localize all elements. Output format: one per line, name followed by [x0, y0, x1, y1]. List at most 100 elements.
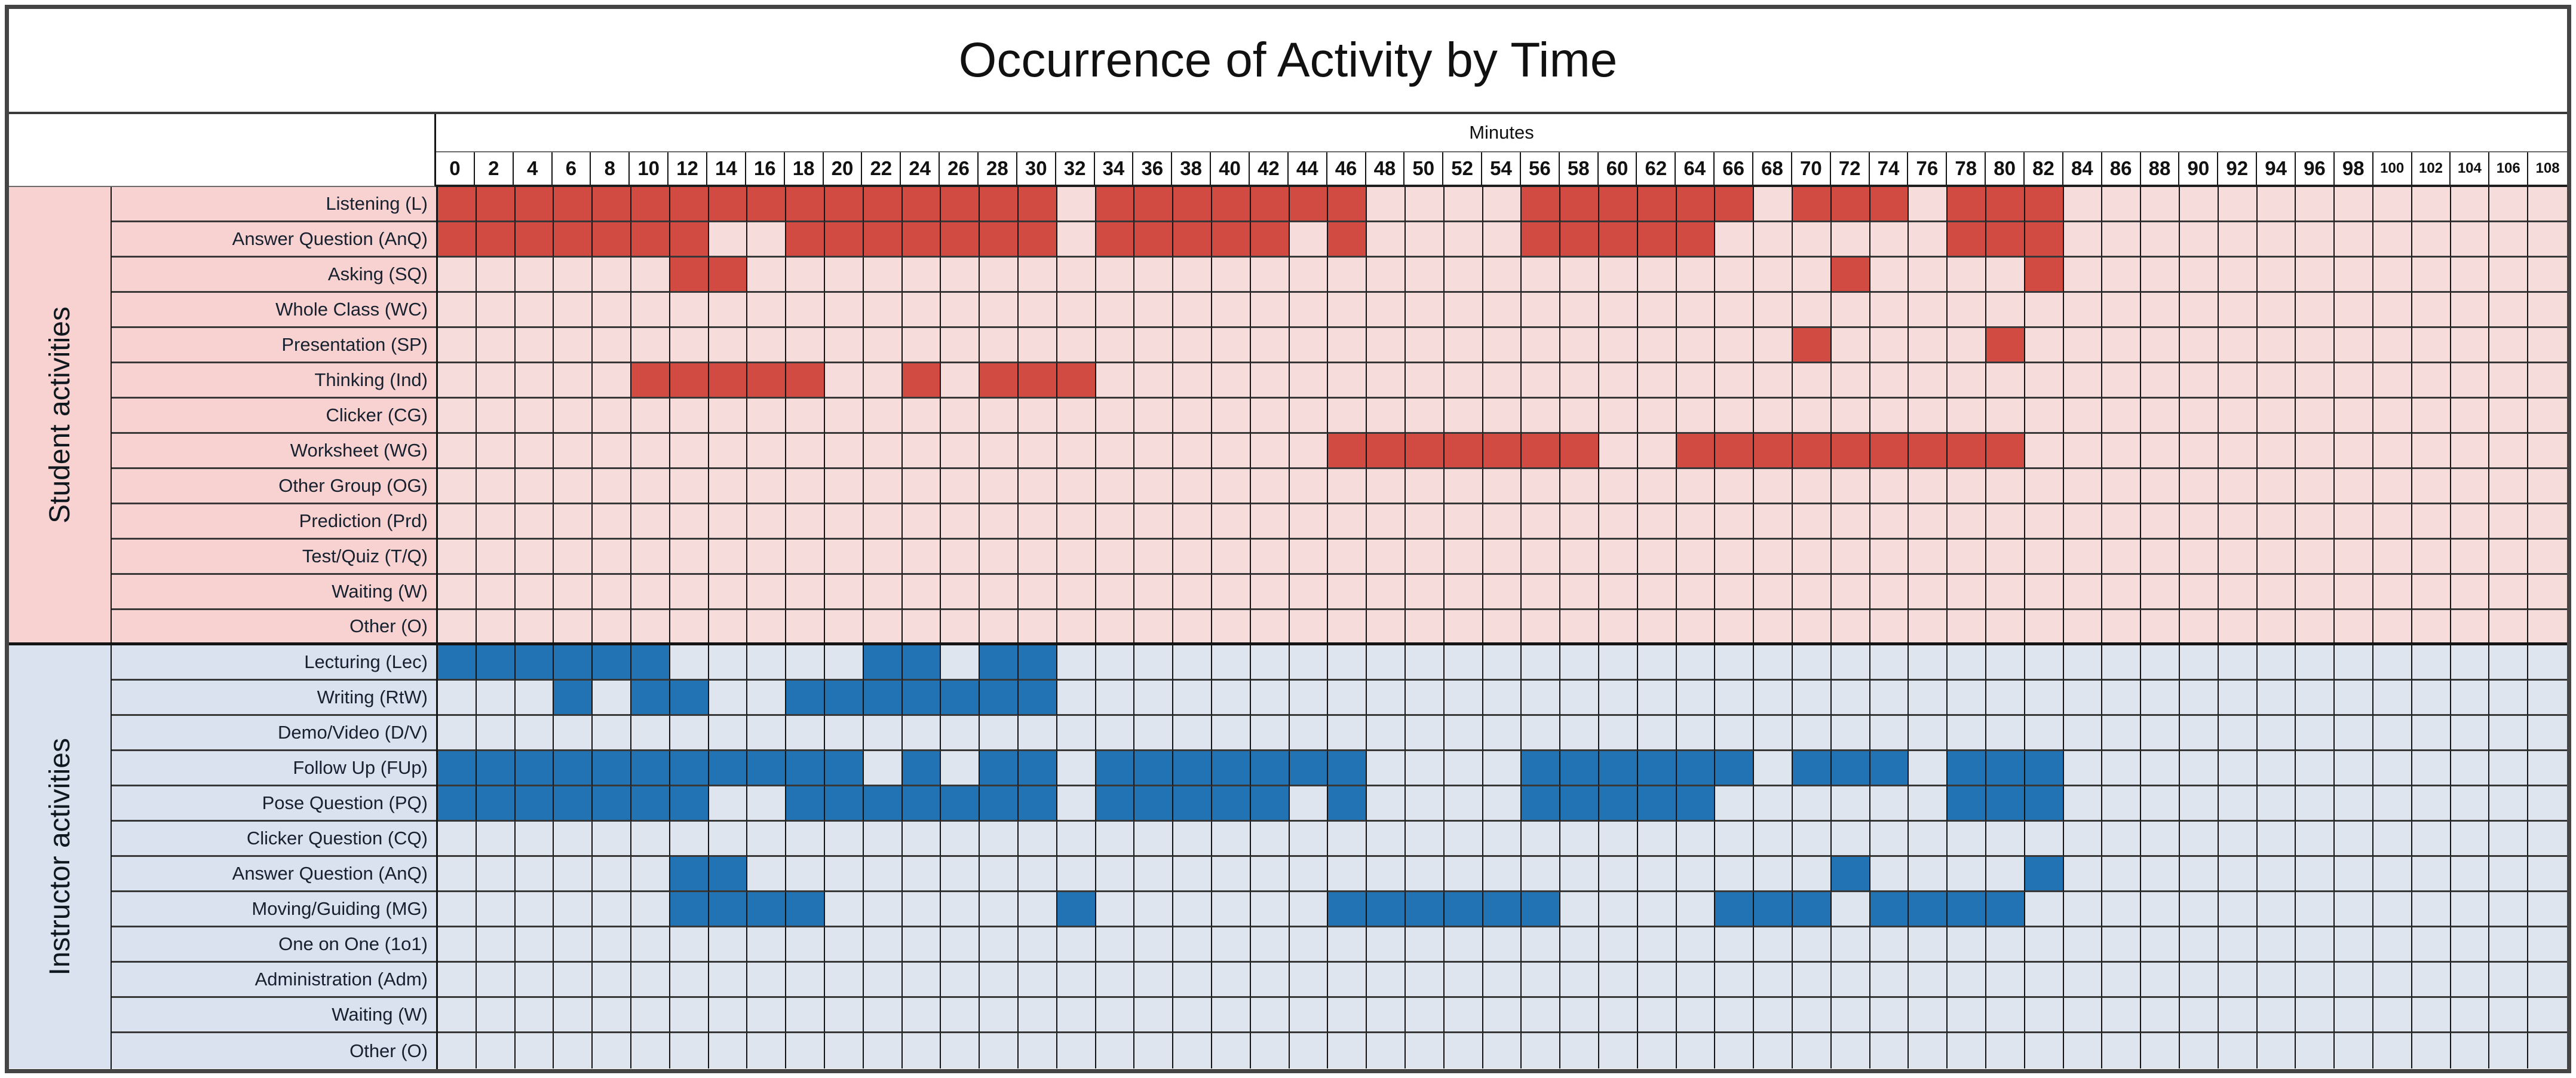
grid-cell-empty: [1637, 469, 1677, 504]
grid-cell-empty: [2528, 927, 2567, 963]
grid-cell-filled: [1173, 751, 1212, 786]
grid-cell-empty: [2141, 222, 2180, 258]
grid-cell-filled: [1444, 892, 1483, 927]
grid-cell-empty: [1948, 293, 1986, 328]
grid-cell-empty: [2489, 822, 2529, 857]
grid-cell-empty: [1096, 434, 1135, 469]
x-tick-label: 16: [746, 152, 785, 185]
grid-cell-empty: [2218, 751, 2258, 786]
grid-cell-empty: [1057, 857, 1096, 892]
grid-cell-empty: [2180, 399, 2219, 434]
grid-cell-empty: [786, 328, 825, 363]
grid-cell-empty: [438, 540, 477, 575]
grid-cell-empty: [1250, 1033, 1290, 1068]
grid-cell-empty: [2489, 751, 2529, 786]
grid-cell-empty: [2528, 998, 2567, 1033]
grid-cell-empty: [554, 328, 593, 363]
grid-cell-empty: [709, 610, 748, 645]
grid-cell-empty: [1948, 575, 1986, 610]
x-axis-ticks: 0 2 4 6 8 10 12 14 16 18 20 22 24 26 28 30 32 34 36 38 40 42 4…: [436, 152, 2567, 187]
grid-cell-empty: [593, 504, 631, 540]
grid-cell-empty: [1328, 293, 1367, 328]
grid-cell-filled: [902, 786, 942, 822]
grid-cell-empty: [1483, 363, 1522, 399]
grid-cell-empty: [631, 540, 670, 575]
grid-cell-empty: [1250, 927, 1290, 963]
grid-cell-empty: [1483, 822, 1522, 857]
grid-cell-empty: [1986, 716, 2025, 751]
grid-cell-empty: [1676, 927, 1716, 963]
grid-cell-empty: [2141, 892, 2180, 927]
grid-cell-empty: [1250, 540, 1290, 575]
grid-cell-filled: [1134, 786, 1174, 822]
grid-cell-empty: [1599, 328, 1638, 363]
grid-cell-filled: [631, 751, 670, 786]
grid-cell-empty: [1289, 399, 1329, 434]
grid-cell-empty: [1793, 786, 1832, 822]
grid-cell-empty: [1483, 222, 1522, 258]
grid-cell-filled: [476, 187, 516, 222]
x-tick-label: 88: [2141, 152, 2180, 185]
grid-cell-empty: [1909, 504, 1948, 540]
grid-cell-filled: [1870, 187, 1909, 222]
row-label: Pose Question (PQ): [112, 786, 436, 822]
grid-cell-empty: [709, 575, 748, 610]
grid-cell-empty: [2141, 328, 2180, 363]
grid-cell-filled: [709, 857, 748, 892]
grid-cell-empty: [1212, 469, 1251, 504]
grid-cell-empty: [2335, 645, 2373, 681]
grid-cell-empty: [1057, 504, 1096, 540]
row-label: Answer Question (AnQ): [112, 222, 436, 258]
grid-cell-empty: [1483, 786, 1522, 822]
grid-cell-empty: [2489, 363, 2529, 399]
grid-cell-filled: [1406, 434, 1445, 469]
grid-cell-filled: [709, 258, 748, 293]
row-label: Administration (Adm): [112, 963, 436, 998]
grid-cell-empty: [476, 927, 516, 963]
grid-cell-empty: [2025, 293, 2064, 328]
grid-cell-empty: [2180, 293, 2219, 328]
grid-cell-empty: [1173, 434, 1212, 469]
grid-cell-empty: [1212, 963, 1251, 998]
grid-cell-empty: [1367, 751, 1406, 786]
grid-cell-empty: [2102, 681, 2142, 716]
grid-cell-filled: [941, 187, 980, 222]
grid-cell-filled: [1715, 187, 1755, 222]
grid-cell-empty: [2102, 293, 2142, 328]
grid-cell-empty: [2296, 927, 2335, 963]
grid-cell-empty: [1831, 786, 1870, 822]
grid-cell-empty: [2063, 187, 2103, 222]
grid-cell-empty: [863, 540, 903, 575]
grid-cell-empty: [1793, 822, 1832, 857]
grid-cell-empty: [2373, 293, 2412, 328]
grid-cell-empty: [631, 998, 670, 1033]
x-tick-label: 44: [1289, 152, 1327, 185]
grid-cell-empty: [1831, 822, 1870, 857]
grid-cell-empty: [1909, 187, 1948, 222]
grid-cell-empty: [980, 822, 1019, 857]
grid-cell-empty: [902, 469, 942, 504]
grid-cell-empty: [1367, 963, 1406, 998]
grid-cell-empty: [1831, 998, 1870, 1033]
grid-cell-empty: [1522, 504, 1561, 540]
grid-cell-empty: [2373, 504, 2412, 540]
grid-cell-empty: [941, 716, 980, 751]
grid-cell-filled: [1522, 892, 1561, 927]
grid-cell-empty: [1483, 927, 1522, 963]
grid-cell-empty: [1212, 822, 1251, 857]
grid-cell-empty: [2412, 469, 2451, 504]
grid-cell-empty: [1328, 363, 1367, 399]
grid-cell-filled: [476, 645, 516, 681]
grid-cell-empty: [2025, 540, 2064, 575]
grid-cell-empty: [2296, 469, 2335, 504]
grid-cell-empty: [2335, 504, 2373, 540]
grid-cell-empty: [1870, 540, 1909, 575]
grid-cell-empty: [2528, 258, 2567, 293]
grid-cell-empty: [825, 258, 864, 293]
grid-cell-empty: [1444, 681, 1483, 716]
grid-cell-empty: [1483, 258, 1522, 293]
grid-cell-empty: [1444, 222, 1483, 258]
grid-cell-empty: [1522, 469, 1561, 504]
grid-cell-empty: [476, 610, 516, 645]
grid-cell-empty: [515, 857, 554, 892]
